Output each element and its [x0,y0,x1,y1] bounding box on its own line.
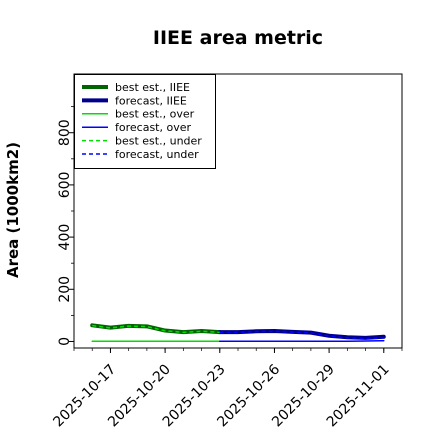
y-axis-label: Area (1000km2) [4,142,22,278]
series-line [219,339,385,342]
y-axis-ticks: 0 200 400 600 800 [57,106,74,346]
legend-label: best est., over [115,108,195,121]
x-axis-ticks: 2025-10-172025-10-202025-10-232025-10-26… [50,348,403,430]
legend-label: best est., under [115,134,202,147]
y-tick-label: 0 [57,337,73,346]
series-line [217,329,386,340]
legend-label: forecast, over [115,121,191,134]
y-tick-label: 200 [57,276,73,303]
legend-label: forecast, under [115,148,199,161]
y-tick-label: 400 [57,224,73,251]
series-lines [90,323,386,342]
y-tick-label: 600 [57,172,73,199]
legend-label: best est., IIEE [115,81,190,94]
y-tick-label: 800 [57,119,73,146]
legend-label: forecast, IIEE [115,94,187,107]
legend-box [74,74,216,169]
chart-title: IIEE area metric [153,27,323,49]
series-line [92,324,220,334]
